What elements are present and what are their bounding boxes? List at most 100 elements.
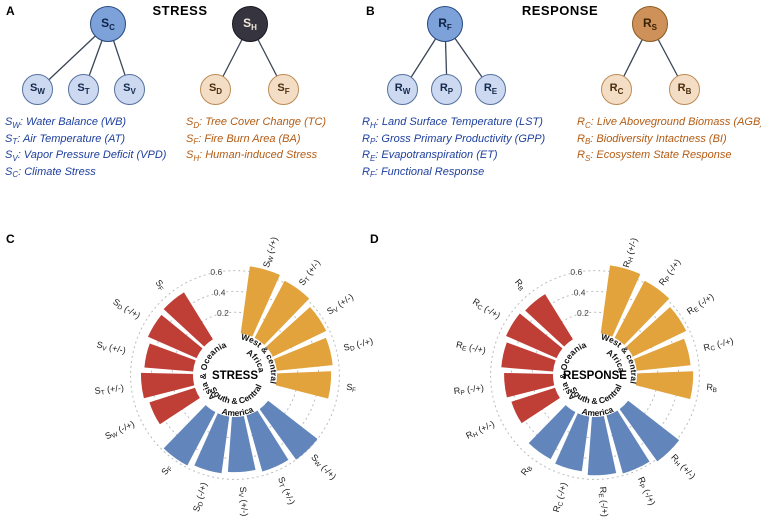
bar-label: SV (+/-) <box>237 486 250 516</box>
polar-bar <box>141 372 195 399</box>
node-functional-response: RF <box>427 6 463 42</box>
polar-bar <box>144 343 196 372</box>
polar-bar <box>501 342 556 372</box>
node-label-sub: T <box>84 86 90 96</box>
legend-item: RS: Ecosystem State Response <box>577 149 732 163</box>
stress-human-legend: SD: Tree Cover Change (TC) SF: Fire Burn… <box>186 114 358 164</box>
polar-bar <box>147 314 203 359</box>
bar-label: RP (-/+) <box>635 475 657 507</box>
polar-bar <box>626 306 687 357</box>
bar-label: SF <box>159 463 174 478</box>
node-label: S <box>77 82 85 94</box>
grid-circle <box>490 270 700 480</box>
bar-label: RP (-/+) <box>657 257 684 288</box>
polar-bar <box>587 416 617 476</box>
node-label: R <box>483 82 492 94</box>
chart-center-label: RESPONSE <box>563 370 627 382</box>
polar-bar <box>163 405 216 466</box>
legend-item: RP: Gross Primary Productivity (GPP) <box>362 132 546 146</box>
bar-label: RB <box>519 463 534 478</box>
polar-bar <box>275 371 332 399</box>
node-label-sub: W <box>402 86 411 96</box>
legend-item: RF: Functional Response <box>362 165 485 179</box>
polar-bar <box>606 410 650 474</box>
polar-bar <box>506 313 563 359</box>
node-label: S <box>30 82 38 94</box>
node-label-sub: F <box>446 22 452 32</box>
bar-label: SV (+/-) <box>325 292 356 318</box>
node-water-balance: SW <box>22 74 53 105</box>
node-label: R <box>609 82 618 94</box>
legend-item: RC: Live Aboveground Biomass (AGB) <box>577 116 761 130</box>
bar-label: RH (+/-) <box>621 237 640 269</box>
node-land-surface-temperature: RW <box>387 74 418 105</box>
bar-label: SD (-/+) <box>191 481 210 513</box>
polar-bar <box>600 265 641 337</box>
node-label-sub: H <box>251 22 257 32</box>
panel-b-label: B <box>366 4 375 18</box>
chart-center-label: STRESS <box>212 370 258 382</box>
polar-bar <box>511 387 560 424</box>
node-climate-stress: SC <box>90 6 126 42</box>
radial-tick-label: 0.4 <box>574 288 586 298</box>
node-label-sub: C <box>109 22 115 32</box>
legend-item: SC: Climate Stress <box>5 165 96 179</box>
node-label-sub: B <box>685 86 692 96</box>
node-label-sub: V <box>130 86 136 96</box>
polar-bar <box>619 400 680 462</box>
bar-label: SV (+/-) <box>95 339 126 356</box>
node-label-sub: W <box>37 86 45 96</box>
bar-label: SF <box>153 278 168 293</box>
panel-b-title: RESPONSE <box>521 3 599 18</box>
legend-item: SF: Fire Burn Area (BA) <box>186 132 301 146</box>
bar-label: RH (+/-) <box>464 419 496 442</box>
legend-item: SD: Tree Cover Change (TC) <box>186 116 327 130</box>
polar-bar <box>240 266 280 337</box>
bar-label: RE (-/+) <box>597 486 610 517</box>
node-human-induced-stress: SH <box>232 6 268 42</box>
polar-bar <box>246 410 289 472</box>
node-air-temperature: ST <box>68 74 99 105</box>
polar-bar <box>254 280 310 345</box>
node-label: S <box>243 16 252 30</box>
bar-label: SF <box>346 382 357 394</box>
grid-circle <box>130 270 340 480</box>
node-label-sub: S <box>651 22 657 32</box>
node-evapotranspiration: RE <box>475 74 506 105</box>
panel-c-label: C <box>6 232 15 246</box>
radial-tick-label: 0.2 <box>577 308 589 318</box>
node-label-sub: C <box>617 86 624 96</box>
node-label-sub: P <box>447 86 454 96</box>
bar-label: RC (-/+) <box>470 296 502 321</box>
node-biodiversity-intactness: RB <box>669 74 700 105</box>
node-live-aboveground-biomass: RC <box>601 74 632 105</box>
node-gross-primary-productivity: RP <box>431 74 462 105</box>
polar-bar <box>259 400 318 460</box>
panel-d-label: D <box>370 232 379 246</box>
node-label-sub: D <box>216 86 223 96</box>
radial-tick-label: 0.4 <box>214 288 226 298</box>
polar-bar <box>555 413 590 472</box>
polar-bar <box>525 294 573 347</box>
radial-tick-label: 0.2 <box>217 308 229 318</box>
region-label: South & Central <box>208 383 264 406</box>
bar-label: RC (-/+) <box>551 481 570 513</box>
node-label: S <box>277 82 285 94</box>
legend-item: SW: Water Balance (WB) <box>5 116 127 130</box>
node-label-sub: F <box>284 86 290 96</box>
response-state-legend: RC: Live Aboveground Biomass (AGB) RB: B… <box>577 114 761 164</box>
polar-bar <box>149 387 200 425</box>
bar-label: RE (-/+) <box>685 291 716 317</box>
bar-label: RE (-/+) <box>455 339 487 356</box>
polar-bar <box>194 413 230 474</box>
node-fire-burn-area: SF <box>268 74 299 105</box>
polar-bar <box>273 337 333 371</box>
node-label: S <box>101 16 110 30</box>
node-tree-cover-change: SD <box>200 74 231 105</box>
node-label: R <box>394 82 403 94</box>
polar-bar <box>163 292 213 347</box>
bar-label: SW (-/+) <box>103 419 136 442</box>
